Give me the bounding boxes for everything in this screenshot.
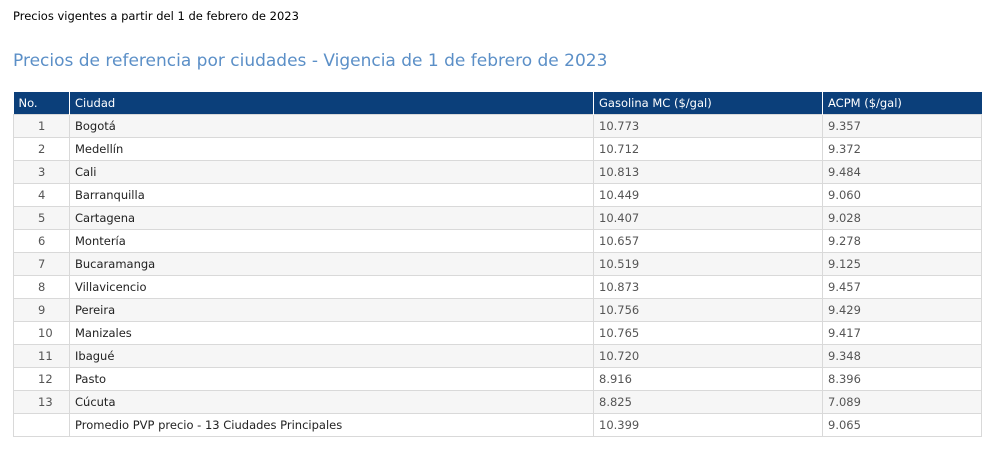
table-row: 6 Montería 10.657 9.278	[13, 229, 982, 253]
table-row: 11 Ibagué 10.720 9.348	[13, 344, 982, 368]
row-gasoline-price: 10.765	[593, 321, 823, 345]
row-city: Pasto	[69, 367, 594, 391]
row-number: 9	[13, 298, 70, 322]
header-acpm: ACPM ($/gal)	[822, 92, 982, 115]
row-acpm-price: 8.396	[822, 367, 982, 391]
row-city: Montería	[69, 229, 594, 253]
row-gasoline-price: 10.813	[593, 160, 823, 184]
table-row: 2 Medellín 10.712 9.372	[13, 137, 982, 161]
row-number: 10	[13, 321, 70, 345]
row-gasoline-price: 10.399	[593, 413, 823, 437]
row-number: 12	[13, 367, 70, 391]
row-city: Cali	[69, 160, 594, 184]
table-row: 4 Barranquilla 10.449 9.060	[13, 183, 982, 207]
row-acpm-price: 9.125	[822, 252, 982, 276]
intro-text: Precios vigentes a partir del 1 de febre…	[13, 9, 299, 23]
row-city: Barranquilla	[69, 183, 594, 207]
row-acpm-price: 9.278	[822, 229, 982, 253]
table-row: Promedio PVP precio - 13 Ciudades Princi…	[13, 413, 982, 437]
row-gasoline-price: 8.825	[593, 390, 823, 414]
row-gasoline-price: 10.519	[593, 252, 823, 276]
row-acpm-price: 7.089	[822, 390, 982, 414]
row-number: 1	[13, 114, 70, 138]
row-city: Medellín	[69, 137, 594, 161]
table-row: 5 Cartagena 10.407 9.028	[13, 206, 982, 230]
header-no: No.	[13, 92, 70, 115]
row-city: Ibagué	[69, 344, 594, 368]
header-gasoline: Gasolina MC ($/gal)	[593, 92, 823, 115]
row-number: 7	[13, 252, 70, 276]
row-acpm-price: 9.348	[822, 344, 982, 368]
row-city: Villavicencio	[69, 275, 594, 299]
header-city: Ciudad	[69, 92, 594, 115]
price-table: No. Ciudad Gasolina MC ($/gal) ACPM ($/g…	[13, 92, 982, 437]
row-acpm-price: 9.484	[822, 160, 982, 184]
row-acpm-price: 9.457	[822, 275, 982, 299]
table-row: 3 Cali 10.813 9.484	[13, 160, 982, 184]
row-gasoline-price: 10.773	[593, 114, 823, 138]
row-gasoline-price: 10.407	[593, 206, 823, 230]
row-city: Cúcuta	[69, 390, 594, 414]
row-gasoline-price: 10.449	[593, 183, 823, 207]
row-city: Manizales	[69, 321, 594, 345]
row-city: Pereira	[69, 298, 594, 322]
row-gasoline-price: 10.873	[593, 275, 823, 299]
row-gasoline-price: 8.916	[593, 367, 823, 391]
table-row: 8 Villavicencio 10.873 9.457	[13, 275, 982, 299]
row-gasoline-price: 10.657	[593, 229, 823, 253]
table-row: 1 Bogotá 10.773 9.357	[13, 114, 982, 138]
row-number: 13	[13, 390, 70, 414]
row-acpm-price: 9.429	[822, 298, 982, 322]
row-number	[13, 413, 70, 437]
table-row: 10 Manizales 10.765 9.417	[13, 321, 982, 345]
table-row: 9 Pereira 10.756 9.429	[13, 298, 982, 322]
table-body: 1 Bogotá 10.773 9.357 2 Medellín 10.712 9.372 3 C…	[13, 114, 982, 437]
table-row: 7 Bucaramanga 10.519 9.125	[13, 252, 982, 276]
page-title: Precios de referencia por ciudades - Vig…	[13, 51, 608, 71]
row-number: 3	[13, 160, 70, 184]
row-number: 8	[13, 275, 70, 299]
table-row: 13 Cúcuta 8.825 7.089	[13, 390, 982, 414]
table-header-row: No. Ciudad Gasolina MC ($/gal) ACPM ($/g…	[13, 92, 982, 115]
row-gasoline-price: 10.756	[593, 298, 823, 322]
row-city: Cartagena	[69, 206, 594, 230]
row-number: 11	[13, 344, 70, 368]
row-acpm-price: 9.372	[822, 137, 982, 161]
row-city: Promedio PVP precio - 13 Ciudades Princi…	[69, 413, 594, 437]
row-acpm-price: 9.417	[822, 321, 982, 345]
row-gasoline-price: 10.712	[593, 137, 823, 161]
row-number: 2	[13, 137, 70, 161]
row-acpm-price: 9.357	[822, 114, 982, 138]
row-number: 4	[13, 183, 70, 207]
row-acpm-price: 9.065	[822, 413, 982, 437]
row-acpm-price: 9.060	[822, 183, 982, 207]
row-city: Bucaramanga	[69, 252, 594, 276]
row-gasoline-price: 10.720	[593, 344, 823, 368]
row-city: Bogotá	[69, 114, 594, 138]
table-row: 12 Pasto 8.916 8.396	[13, 367, 982, 391]
row-number: 5	[13, 206, 70, 230]
row-acpm-price: 9.028	[822, 206, 982, 230]
row-number: 6	[13, 229, 70, 253]
